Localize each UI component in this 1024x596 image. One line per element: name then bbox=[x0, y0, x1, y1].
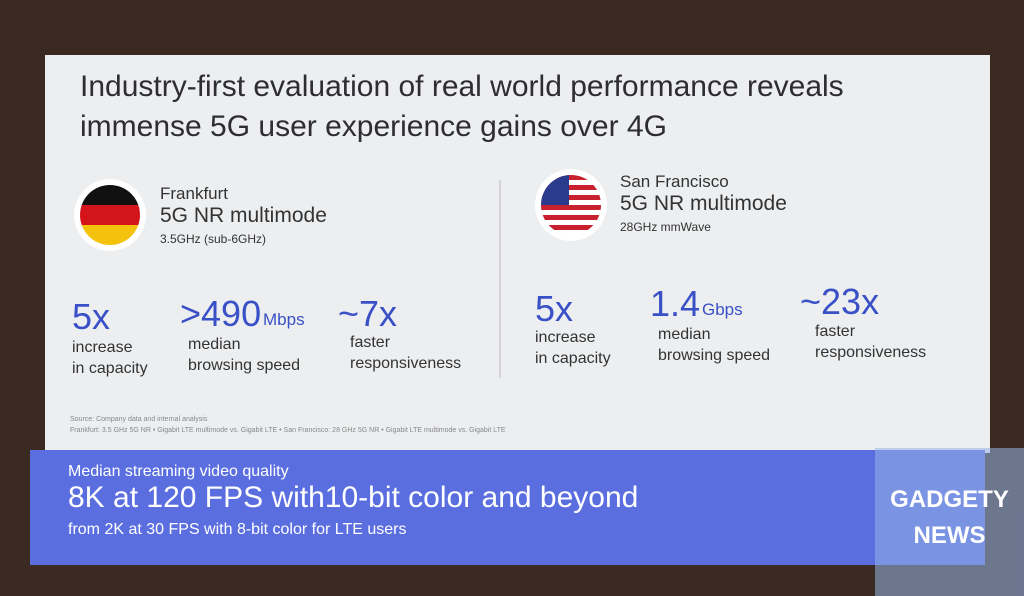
us-flag bbox=[541, 175, 601, 235]
city-name: San Francisco bbox=[620, 172, 729, 191]
stat-description: faster bbox=[350, 334, 391, 351]
stat-unit: Mbps bbox=[263, 310, 305, 329]
city-name: Frankfurt bbox=[160, 184, 229, 203]
stat-description: responsiveness bbox=[815, 344, 927, 361]
title: Industry-first evaluation of real world … bbox=[80, 70, 844, 103]
stat-description: median bbox=[188, 336, 241, 353]
slide bbox=[45, 55, 990, 453]
city-tech: 5G NR multimode bbox=[620, 192, 787, 215]
city-band: 3.5GHz (sub-6GHz) bbox=[160, 232, 267, 246]
stat-description: in capacity bbox=[535, 350, 611, 367]
germany-flag bbox=[80, 185, 140, 245]
stat-value: 5x bbox=[72, 296, 111, 337]
stat-value: 5x bbox=[535, 288, 574, 329]
city-band: 28GHz mmWave bbox=[620, 220, 711, 234]
stat-value: >490 bbox=[180, 293, 262, 334]
stat-description: in capacity bbox=[72, 360, 148, 377]
stat-value: 1.4 bbox=[650, 283, 701, 324]
stat-description: browsing speed bbox=[658, 347, 771, 364]
city-tech: 5G NR multimode bbox=[160, 204, 327, 227]
banner-label: Median streaming video quality bbox=[68, 463, 289, 480]
banner bbox=[30, 450, 985, 565]
banner-headline: 8K at 120 FPS with10-bit color and beyon… bbox=[68, 481, 639, 514]
stat-description: increase bbox=[535, 329, 596, 346]
stat-value: ~7x bbox=[338, 293, 398, 334]
stat-description: responsiveness bbox=[350, 355, 462, 372]
source: Source: Company data and internal analys… bbox=[70, 416, 208, 423]
stat-description: faster bbox=[815, 323, 856, 340]
stat-description: browsing speed bbox=[188, 357, 301, 374]
title: immense 5G user experience gains over 4G bbox=[80, 110, 667, 143]
watermark-text: NEWS bbox=[913, 522, 986, 549]
stat-unit: Gbps bbox=[702, 300, 743, 319]
stat-description: median bbox=[658, 326, 711, 343]
stat-description: increase bbox=[72, 339, 133, 356]
watermark: GADGETY NEWS bbox=[875, 448, 1024, 596]
banner-subline: from 2K at 30 FPS with 8-bit color for L… bbox=[68, 521, 407, 538]
source: Frankfurt: 3.5 GHz 5G NR • Gigabit LTE m… bbox=[70, 427, 506, 434]
stat-value: ~23x bbox=[800, 281, 880, 322]
watermark-text: GADGETY bbox=[890, 486, 1009, 513]
